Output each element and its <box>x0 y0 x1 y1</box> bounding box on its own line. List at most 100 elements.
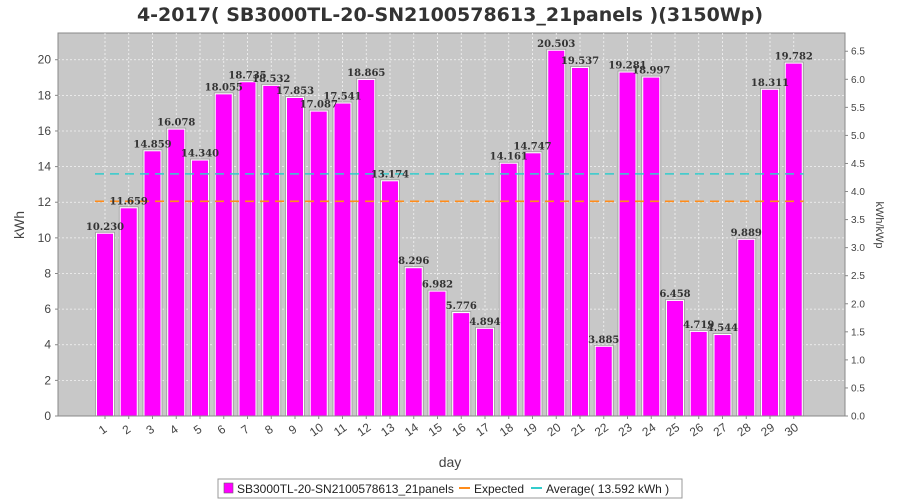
y-tick-label-0: 0 <box>44 409 51 423</box>
data-label-day-21: 19.537 <box>561 56 599 67</box>
y-axis-label: kWh <box>11 211 27 239</box>
data-label-day-4: 16.078 <box>157 118 195 129</box>
bar-day-5 <box>192 160 208 416</box>
legend: SB3000TL-20-SN2100578613_21panels Expect… <box>217 478 683 499</box>
x-tick-label-23: 23 <box>616 420 635 439</box>
bar-day-9 <box>287 97 303 416</box>
x-axis-label: day <box>439 454 462 470</box>
data-label-day-15: 6.982 <box>422 280 453 291</box>
bar-day-18 <box>500 163 517 416</box>
data-label-day-29: 18.311 <box>751 78 789 89</box>
y-tick-label-8: 16 <box>38 124 52 138</box>
x-axis: 1 2 3 4 5 6 7 8 9 10 11 12 13 14 15 16 17 18 19 20 21 22 23 24 2… <box>58 415 845 439</box>
data-label-day-1: 10.230 <box>86 222 124 233</box>
data-label-day-13: 13.174 <box>371 169 409 180</box>
x-tick-label-10: 10 <box>307 420 326 439</box>
data-label-day-28: 9.889 <box>731 228 762 239</box>
y-tick-label-4: 8 <box>44 266 51 280</box>
x-tick-label-3: 3 <box>143 422 157 437</box>
y2-tick-label-0: 0.0 <box>851 412 865 423</box>
bar-series <box>95 48 804 417</box>
x-tick-label-11: 11 <box>331 420 350 439</box>
x-tick-label-28: 28 <box>734 420 753 439</box>
y2-axis: 0.0 0.5 1.0 1.5 2.0 2.5 3.0 3.5 4.0 4.5 5.0 5.5 6.0 6… <box>844 33 865 423</box>
x-tick-label-26: 26 <box>687 420 706 439</box>
y2-tick-label-4: 2.0 <box>851 299 865 310</box>
y2-tick-label-1: 0.5 <box>851 383 865 394</box>
x-tick-label-29: 29 <box>758 420 777 439</box>
data-label-day-26: 4.719 <box>683 320 714 331</box>
x-tick-label-8: 8 <box>262 422 276 437</box>
x-tick-label-16: 16 <box>449 420 468 439</box>
data-label-day-25: 6.458 <box>659 289 690 300</box>
bar-day-1 <box>97 233 113 416</box>
bar-day-14 <box>405 268 422 416</box>
data-label-day-30: 19.782 <box>775 52 813 63</box>
bar-day-19 <box>524 153 541 417</box>
data-label-day-5: 14.340 <box>181 149 219 160</box>
x-tick-label-19: 19 <box>521 420 540 439</box>
x-tick-label-30: 30 <box>782 420 801 439</box>
bar-day-29 <box>762 89 778 416</box>
bar-day-12 <box>358 79 375 417</box>
bar-day-21 <box>572 67 588 417</box>
data-label-day-20: 20.503 <box>537 39 575 50</box>
bar-day-28 <box>738 239 755 416</box>
y-tick-label-2: 4 <box>44 338 51 352</box>
y2-tick-label-6: 3.0 <box>851 243 865 254</box>
bar-day-27 <box>714 335 731 416</box>
x-tick-label-1: 1 <box>96 422 110 437</box>
bar-day-6 <box>215 94 232 416</box>
y-tick-label-5: 10 <box>38 231 52 245</box>
bar-day-11 <box>334 103 351 416</box>
data-label-day-16: 5.776 <box>446 301 477 312</box>
data-label-day-6: 18.055 <box>205 82 243 93</box>
data-label-day-22: 3.885 <box>588 335 619 346</box>
y2-tick-label-8: 4.0 <box>851 187 865 198</box>
data-label-day-8: 18.532 <box>252 74 290 85</box>
data-label-day-23: 19.281 <box>608 61 646 72</box>
y2-tick-label-7: 3.5 <box>851 215 865 226</box>
data-label-day-11: 17.541 <box>323 92 361 103</box>
bar-day-26 <box>690 331 707 416</box>
data-label-day-18: 14.161 <box>490 152 528 163</box>
x-tick-label-9: 9 <box>286 422 300 437</box>
y2-tick-label-9: 4.5 <box>851 159 865 170</box>
x-tick-label-12: 12 <box>354 420 373 439</box>
x-tick-label-21: 21 <box>568 420 587 439</box>
x-tick-label-6: 6 <box>215 422 229 437</box>
y2-tick-label-10: 5.0 <box>851 131 865 142</box>
data-label-day-14: 8.296 <box>398 256 429 267</box>
y-tick-label-6: 12 <box>38 195 52 209</box>
bar-day-7 <box>239 82 256 416</box>
bar-day-16 <box>453 313 470 416</box>
bar-day-2 <box>120 208 137 416</box>
data-label-day-24: 18.997 <box>632 66 670 77</box>
x-tick-label-4: 4 <box>167 422 181 437</box>
y-tick-label-10: 20 <box>38 53 52 67</box>
y2-tick-label-13: 6.5 <box>851 47 865 58</box>
x-tick-label-24: 24 <box>639 420 658 439</box>
x-tick-label-22: 22 <box>592 420 611 439</box>
data-label-day-19: 14.747 <box>513 141 551 152</box>
data-label-day-10: 17.087 <box>300 100 338 111</box>
y-tick-label-7: 14 <box>38 160 52 174</box>
bar-day-8 <box>263 85 280 416</box>
x-tick-label-27: 27 <box>711 420 730 439</box>
x-tick-label-20: 20 <box>544 420 563 439</box>
bar-day-15 <box>429 291 446 416</box>
data-label-day-17: 4.894 <box>469 317 500 328</box>
data-label-day-2: 11.659 <box>110 196 148 207</box>
y2-axis-label: kWh/kWp <box>873 201 885 248</box>
x-tick-label-13: 13 <box>378 420 397 439</box>
bar-day-24 <box>643 77 660 417</box>
bar-day-17 <box>477 328 493 416</box>
bar-day-23 <box>619 72 636 416</box>
data-label-day-3: 14.859 <box>133 139 171 150</box>
data-labels: 10.230 11.659 14.859 16.078 14.340 18.05518.7… <box>86 39 813 346</box>
reference-lines <box>95 173 804 203</box>
bar-day-25 <box>667 300 683 416</box>
x-tick-label-7: 7 <box>238 422 252 437</box>
data-label-day-9: 17.853 <box>276 86 314 97</box>
data-label-day-12: 18.865 <box>347 68 385 79</box>
